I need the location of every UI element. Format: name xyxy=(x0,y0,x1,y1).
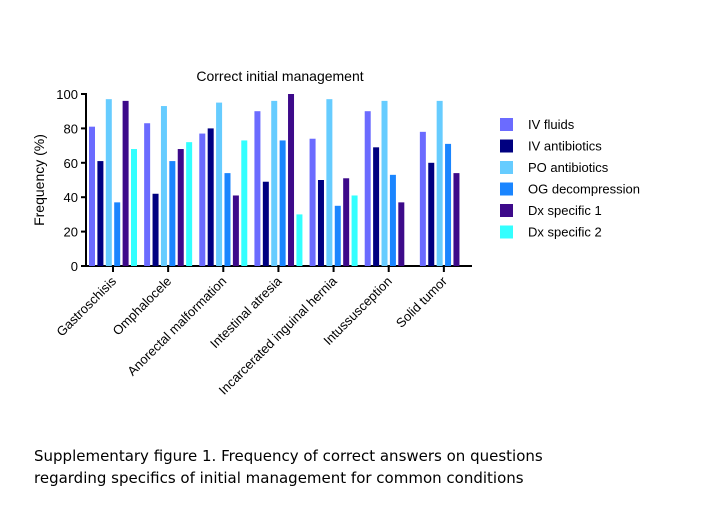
legend-swatch xyxy=(500,139,513,153)
bar-iv-antibiotics xyxy=(373,147,380,266)
legend-swatch xyxy=(500,161,513,174)
legend-label: OG decompression xyxy=(528,182,640,197)
bar-og-decompression xyxy=(389,174,396,266)
bar-og-decompression xyxy=(334,205,341,266)
x-tick-label: Anorectal malformation xyxy=(124,274,229,379)
bar-po-antibiotics xyxy=(216,102,223,266)
legend-swatch xyxy=(500,225,513,239)
bar-iv-antibiotics xyxy=(262,181,269,266)
bar-iv-antibiotics xyxy=(428,162,435,266)
bar-po-antibiotics xyxy=(381,100,388,266)
bar-dx-specific-1 xyxy=(398,202,405,266)
legend-label: IV antibiotics xyxy=(528,139,602,154)
bar-dx-specific-1 xyxy=(288,94,295,266)
bar-iv-antibiotics xyxy=(317,180,324,266)
bar-iv-antibiotics xyxy=(207,128,214,266)
bar-iv-fluids xyxy=(309,138,316,266)
y-tick-label: 40 xyxy=(64,190,78,205)
bar-po-antibiotics xyxy=(105,99,112,266)
y-tick-label: 0 xyxy=(71,259,78,274)
bar-dx-specific-1 xyxy=(122,100,129,266)
bar-og-decompression xyxy=(114,202,121,266)
bar-iv-fluids xyxy=(254,111,261,266)
bar-iv-antibiotics xyxy=(152,193,159,266)
legend-label: IV fluids xyxy=(528,117,575,132)
y-tick-label: 80 xyxy=(64,121,78,136)
bar-og-decompression xyxy=(279,140,286,266)
bar-iv-fluids xyxy=(364,111,371,266)
bar-dx-specific-1 xyxy=(177,149,184,266)
x-tick-label: Gastroschisis xyxy=(53,273,119,339)
x-tick-label: Solid tumor xyxy=(393,273,451,331)
legend-label: PO antibiotics xyxy=(528,160,609,175)
bar-iv-fluids xyxy=(419,131,426,266)
bar-og-decompression xyxy=(169,161,176,266)
bar-dx-specific-2 xyxy=(186,142,193,266)
bar-dx-specific-2 xyxy=(296,214,303,266)
chart-title: Correct initial management xyxy=(196,68,363,84)
bar-iv-fluids xyxy=(199,133,206,266)
bar-po-antibiotics xyxy=(436,100,443,266)
bar-chart: Correct initial management Frequency (%)… xyxy=(31,68,640,398)
bar-po-antibiotics xyxy=(326,99,333,266)
y-tick-label: 60 xyxy=(64,156,78,171)
caption-line-2: regarding specifics of initial managemen… xyxy=(34,469,524,487)
bar-dx-specific-2 xyxy=(241,140,248,266)
bar-po-antibiotics xyxy=(160,106,167,266)
bar-iv-antibiotics xyxy=(97,161,104,266)
legend-label: Dx specific 2 xyxy=(528,225,602,240)
y-tick-label: 20 xyxy=(64,225,78,240)
y-tick-label: 100 xyxy=(56,87,78,102)
bar-dx-specific-1 xyxy=(343,178,350,266)
bar-dx-specific-1 xyxy=(232,195,239,266)
figure-caption: Supplementary figure 1. Frequency of cor… xyxy=(34,445,543,489)
legend-swatch xyxy=(500,118,513,131)
legend-swatch xyxy=(500,182,513,196)
bar-dx-specific-1 xyxy=(453,173,460,266)
bar-dx-specific-2 xyxy=(351,195,358,266)
bar-iv-fluids xyxy=(144,123,151,267)
bar-og-decompression xyxy=(445,143,452,266)
bar-og-decompression xyxy=(224,173,231,266)
bar-dx-specific-2 xyxy=(131,149,137,266)
legend-label: Dx specific 1 xyxy=(528,203,602,218)
legend-swatch xyxy=(500,204,513,217)
bar-po-antibiotics xyxy=(271,100,278,266)
bar-iv-fluids xyxy=(89,126,95,267)
caption-line-1: Supplementary figure 1. Frequency of cor… xyxy=(34,447,543,465)
y-axis-label: Frequency (%) xyxy=(31,134,47,226)
